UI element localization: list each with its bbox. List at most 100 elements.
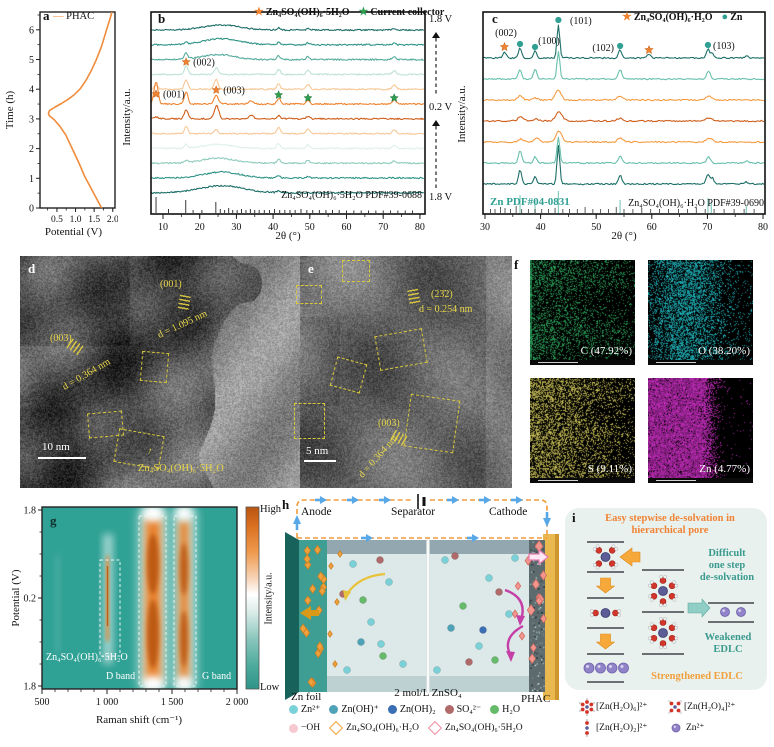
g-zsh-label: Zn₄SO₄(OH)₆·5H₂O (46, 652, 128, 663)
b-legend-text: Current collector (370, 7, 445, 18)
eds-map-S: S (9.11%) (530, 378, 635, 483)
svg-text:50: 50 (591, 222, 601, 233)
circle-swatch-icon (329, 705, 339, 714)
i-weakened-1: Weakened (704, 632, 752, 643)
b-voltage-bottom: 1.8 V (429, 192, 453, 203)
e-spacing1-label: d = 0.254 nm (419, 304, 473, 315)
svg-text:(002): (002) (495, 28, 517, 39)
e-plane2-label: (003) (378, 418, 400, 429)
h-legend-text: Zn₄SO₄(OH)₆·H₂O (346, 723, 419, 733)
xrd-plot-b: (001) (002) (003) 10 20 30 40 50 60 70 80 (150, 11, 440, 233)
eds-scalebar (656, 480, 696, 481)
tem-image-d (20, 256, 300, 488)
h-legend-row2: −OH Zn₄SO₄(OH)₆·H₂O Zn₄SO₄(OH)₆·5H₂O (289, 720, 532, 736)
panel-label-h: h (282, 497, 290, 512)
panel-label-a: a (43, 8, 50, 23)
h-electrolyte-label: 2 mol/L ZnSO₄ (394, 687, 462, 699)
svg-text:60: 60 (342, 222, 352, 233)
lattice-box (342, 260, 370, 282)
panel-a-gcd: 0 1 2 3 4 5 6 0.5 1.0 1.5 2.0 a — PHAC Potential (… (0, 0, 119, 246)
tem-image-e (300, 256, 512, 488)
h-legend-item: Zn₄SO₄(OH)₆·H₂O (329, 720, 419, 736)
eds-scalebar (538, 480, 578, 481)
svg-text:(002): (002) (193, 58, 215, 69)
d-plane1-label: (001) (160, 279, 182, 290)
i-legend-label-1: [Zn(H₂O)₆]²⁺ (596, 702, 648, 712)
circle-swatch-icon (444, 705, 454, 714)
eds-map-C: C (47.92%) (530, 260, 635, 365)
svg-text:80: 80 (415, 222, 425, 233)
d-plane2-label: (003) (50, 333, 72, 344)
g-dband-label: D band (106, 671, 136, 682)
c-legend-item: ★ Zn₄SO₄(OH)₆·H₂O (622, 11, 713, 24)
svg-text:1.8: 1.8 (24, 506, 37, 517)
star-icon: ★ (358, 6, 369, 18)
b-legend-item: ★ Current collector (358, 6, 445, 19)
lattice-box (403, 393, 461, 454)
svg-text:3: 3 (29, 114, 34, 125)
d-compound-label: Zn₄SO₄(OH)₆·5H₂O (138, 463, 224, 474)
svg-text:5: 5 (29, 55, 34, 66)
eds-map-label: S (9.11%) (587, 463, 632, 475)
svg-text:0.2: 0.2 (24, 594, 37, 605)
circle-swatch-icon (289, 723, 298, 733)
h-legend-text: Zn(OH)⁺ (341, 704, 379, 715)
svg-text:0: 0 (29, 204, 34, 215)
g-ylabel: Potential (V) (9, 569, 22, 627)
b-xlabel: 2θ (°) (275, 230, 301, 242)
i-difficult-3: de-solvation (699, 572, 755, 583)
circle-swatch-icon (490, 705, 500, 714)
svg-text:50: 50 (305, 222, 315, 233)
svg-text:70: 70 (378, 222, 388, 233)
svg-text:40: 40 (268, 222, 278, 233)
g-xlabel: Raman shift (cm⁻¹) (95, 714, 183, 726)
c-xlabel: 2θ (°) (611, 230, 637, 242)
e-scalebar (304, 460, 336, 462)
circle-swatch-icon (387, 705, 397, 714)
svg-text:70: 70 (702, 222, 712, 233)
h-znfoil-label: Zn foil (291, 691, 322, 703)
panel-label-c: c (492, 11, 498, 26)
i-difficult-1: Difficult (708, 548, 746, 559)
c-pdf-zn: Zn PDF#04-0831 (490, 196, 570, 208)
a-ylabel: Time (h) (3, 90, 16, 130)
i-title-line2: hierarchical pore (631, 525, 709, 536)
eds-map-Zn: Zn (4.77%) (648, 378, 753, 483)
eds-map-canvas (648, 260, 753, 365)
i-title-line1: Easy stepwise de-solvation in (605, 513, 735, 524)
eds-scalebar-strip (648, 360, 753, 365)
cell-scene (285, 494, 559, 700)
c-legend-text: Zn₄SO₄(OH)₆·H₂O (633, 12, 713, 23)
e-scalebar-label: 5 nm (306, 445, 329, 457)
eds-scalebar-strip (530, 478, 635, 483)
panel-label-d: d (28, 261, 36, 276)
svg-text:1.0: 1.0 (70, 215, 82, 225)
h-legend-text: H₂O (502, 704, 521, 715)
h-legend-text: Zn(OH)₂ (399, 704, 436, 715)
svg-text:20: 20 (195, 222, 205, 233)
svg-text:(001): (001) (163, 90, 185, 101)
svg-text:6: 6 (29, 25, 34, 36)
g-cbar-high: High (260, 504, 281, 515)
h-anode-label: Anode (301, 506, 332, 518)
h-cathode-label: Cathode (489, 506, 528, 518)
svg-text:(100): (100) (538, 36, 560, 47)
b-voltage-mid: 0.2 V (429, 102, 453, 113)
panel-e-tem: e (23̄2) d = 0.254 nm (003) d = 0.364 nm… (294, 256, 512, 488)
svg-text:40: 40 (536, 222, 546, 233)
svg-text:(003): (003) (223, 86, 245, 97)
svg-text:1.8: 1.8 (24, 682, 37, 693)
star-icon: ★ (622, 11, 632, 23)
g-gband-label: G band (202, 671, 232, 682)
i-legend-label-3: [Zn(H₂O)₂]²⁺ (596, 723, 648, 733)
b-voltage-top: 1.8 V (429, 14, 453, 25)
panel-b-xrd: (001) (002) (003) 10 20 30 40 50 60 70 80 b ★ Zn₄SO… (118, 2, 454, 248)
b-ylabel: Intensity/a.u. (120, 88, 133, 146)
circle-swatch-icon (289, 705, 298, 714)
eds-map-label: C (47.92%) (580, 345, 632, 357)
h-legend-text: −OH (301, 723, 321, 733)
panel-f-eds: f C (47.92%) O (38.20%) S (9.11%) Zn (4.77%… (512, 256, 774, 488)
h-legend-item: Zn²⁺ (289, 704, 320, 715)
eds-map-canvas (648, 378, 753, 483)
h-separator-label: Separator (391, 506, 436, 518)
